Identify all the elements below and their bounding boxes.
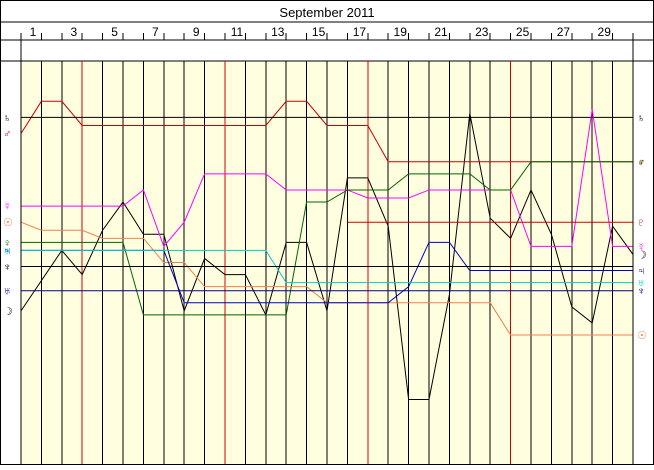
series-glyph-left: ♀ (3, 237, 11, 249)
series-layer (20, 100, 634, 401)
series-line (21, 109, 633, 248)
x-tick-label: 25 (516, 25, 530, 39)
series-glyph-right: ♂ (637, 157, 645, 169)
grid-layer (40, 61, 614, 464)
series-glyph-left: ♅ (3, 286, 11, 298)
x-tick-label: 17 (353, 25, 367, 39)
series-glyph-left: ☽ (3, 306, 13, 318)
series-glyph-left: ☉ (3, 217, 13, 229)
series-line (20, 113, 634, 401)
x-tick-label: 5 (111, 25, 118, 39)
x-tick-label: 23 (475, 25, 489, 39)
series-glyph-right: ♇ (637, 217, 645, 229)
series-glyph-right: ☽ (637, 249, 647, 261)
x-tick-label: 7 (152, 25, 159, 39)
series-glyph-right: ☿ (637, 241, 645, 253)
series-glyph-left: ♃ (3, 245, 11, 257)
series-line (21, 161, 633, 316)
series-glyph-right: ♀ (637, 157, 645, 169)
glyph-layer: ☽☽♂♂♄ ♄☿☿♀♀☉☉♇♃♃♅♅♆♅ ♆ (3, 112, 647, 342)
x-tick-label: 9 (193, 25, 200, 39)
x-axis-ticks: 1 3 5 7 9 11 13 15 17 19 21 23 25 27 29 (20, 25, 634, 40)
x-tick-label: 11 (231, 25, 244, 39)
series-glyph-right: ♆ (637, 286, 645, 298)
x-tick-label: 27 (557, 25, 571, 39)
series-glyph-right: ♃ (637, 266, 645, 278)
x-tick-label: 13 (271, 25, 285, 39)
series-glyph-left: ☿ (3, 201, 11, 213)
x-tick-label: 29 (598, 25, 612, 39)
series-glyph-left: ♅ (3, 245, 11, 257)
series-glyph-left: ♄ (3, 112, 11, 124)
series-glyph-right: ♅ (637, 278, 645, 290)
series-glyph-right: ☉ (637, 330, 647, 342)
x-tick-label: 3 (70, 25, 77, 39)
x-tick-label: 21 (434, 25, 448, 39)
chart-title: September 2011 (279, 5, 374, 20)
series-glyph-left: ♆ (3, 262, 11, 274)
x-tick-label: 15 (312, 25, 326, 39)
series-glyph-right: ♄ (637, 112, 645, 124)
series-line (21, 249, 633, 284)
x-tick-label: 1 (30, 25, 37, 39)
series-glyph-left: ♂ (3, 129, 11, 141)
x-tick-label: 19 (394, 25, 408, 39)
